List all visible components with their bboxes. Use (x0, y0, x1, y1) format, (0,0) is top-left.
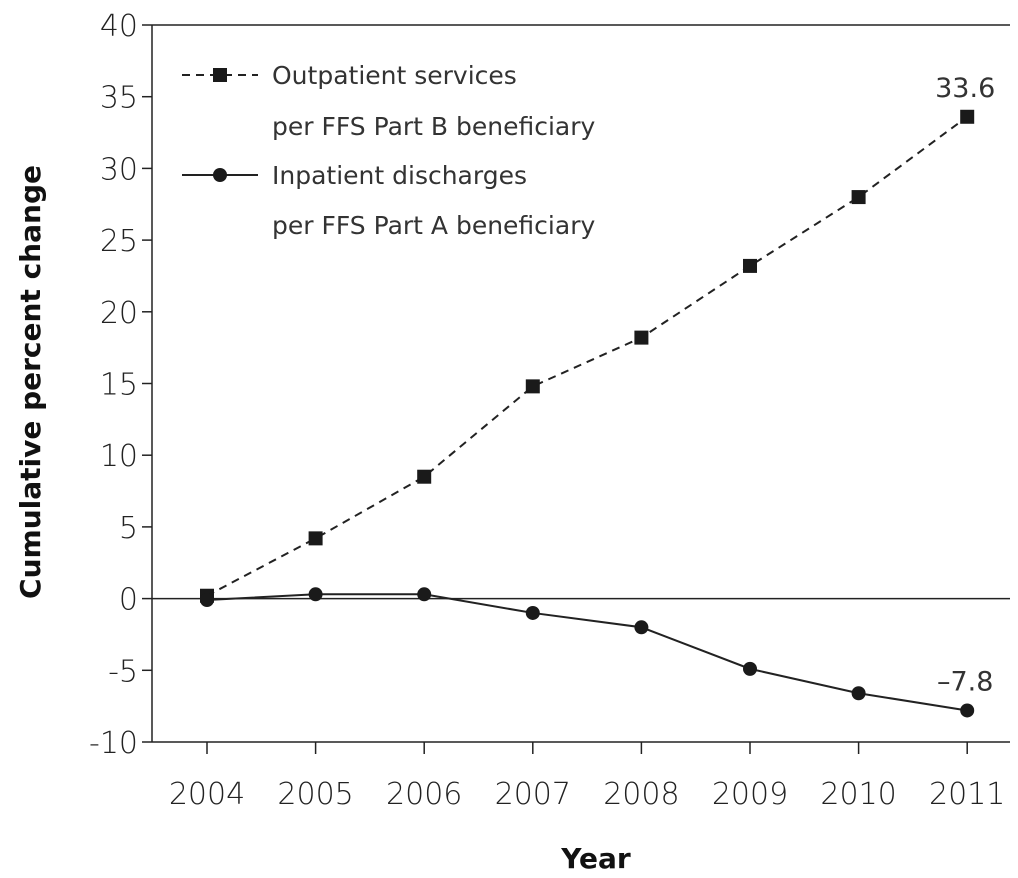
y-tick-label: 20 (100, 296, 138, 331)
data-point (960, 109, 975, 124)
legend-label-outpatient-line1: Outpatient services (272, 61, 517, 90)
data-point (634, 620, 649, 635)
legend-label-inpatient-line1: Inpatient discharges (272, 161, 527, 190)
legend-label-outpatient-line2: per FFS Part B beneficiary (272, 112, 596, 141)
x-axis-title: Year (560, 842, 631, 875)
x-tick-label: 2008 (603, 777, 679, 812)
plot-frame (151, 24, 1010, 743)
x-tick-label: 2009 (712, 777, 788, 812)
series-line (206, 115, 968, 597)
y-tick-label: 25 (100, 224, 138, 259)
data-point (851, 686, 866, 701)
data-point (417, 587, 432, 602)
x-tick-label: 2010 (820, 777, 896, 812)
series-line (206, 593, 968, 712)
legend-marker-inpatient (213, 168, 227, 182)
x-tick-label: 2004 (169, 777, 245, 812)
data-point (960, 703, 975, 718)
x-tick-label: 2006 (386, 777, 462, 812)
data-point (851, 190, 866, 205)
data-label: 33.6 (935, 73, 995, 104)
data-point (525, 605, 540, 620)
legend-label-inpatient-line2: per FFS Part A beneficiary (272, 211, 595, 240)
data-point (743, 258, 757, 273)
series-layer: 33.6 –7.8 (200, 73, 995, 718)
axes: -10 -5 0 5 10 15 20 25 30 35 40 2004 2005 2006 2007 200… (89, 9, 1005, 812)
y-tick-label: 40 (100, 9, 138, 44)
data-point (308, 531, 323, 546)
series-inpatient: –7.8 (200, 587, 993, 718)
y-tick-label: -10 (89, 726, 138, 761)
y-tick-label: 0 (119, 583, 138, 618)
data-point (743, 661, 757, 676)
data-point (200, 593, 214, 608)
y-axis-title: Cumulative percent change (14, 165, 47, 599)
legend: Outpatient services per FFS Part B benef… (182, 61, 596, 240)
y-tick-label: 35 (100, 81, 138, 116)
data-point (417, 469, 432, 484)
data-label: –7.8 (937, 666, 993, 697)
y-tick-label: 5 (119, 511, 138, 546)
data-point (308, 587, 323, 602)
data-point (525, 379, 540, 394)
series-outpatient: 33.6 (200, 73, 995, 603)
data-point (634, 330, 649, 345)
x-tick-label: 2011 (929, 777, 1005, 812)
y-tick-label: 15 (100, 368, 138, 403)
x-tick-label: 2005 (277, 777, 353, 812)
y-tick-label: -5 (108, 654, 138, 689)
y-tick-label: 30 (100, 152, 138, 187)
x-tick-label: 2007 (495, 777, 571, 812)
legend-marker-outpatient (213, 68, 227, 82)
y-tick-label: 10 (100, 439, 138, 474)
